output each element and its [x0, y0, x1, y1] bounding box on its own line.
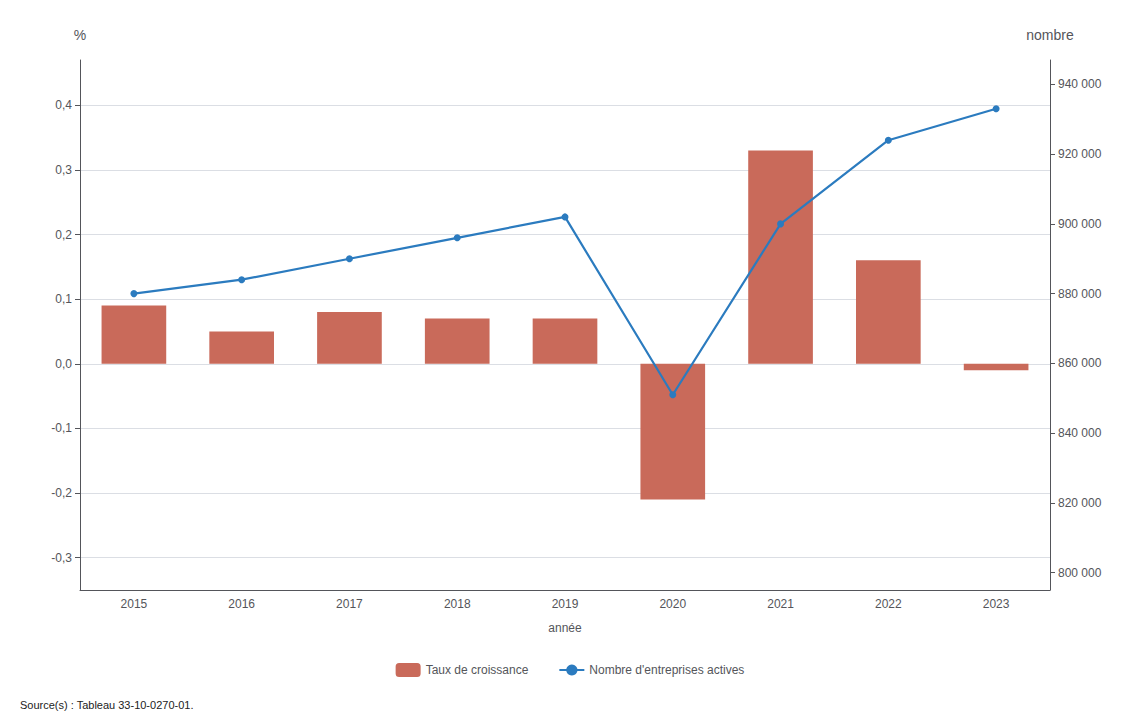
svg-text:2018: 2018	[444, 597, 471, 611]
svg-text:2017: 2017	[336, 597, 363, 611]
svg-text:année: année	[548, 621, 582, 635]
svg-text:2022: 2022	[875, 597, 902, 611]
svg-text:0,3: 0,3	[55, 163, 72, 177]
svg-text:820 000: 820 000	[1058, 496, 1102, 510]
svg-text:-0,1: -0,1	[51, 421, 72, 435]
svg-text:0,2: 0,2	[55, 228, 72, 242]
svg-text:0,1: 0,1	[55, 292, 72, 306]
svg-text:Taux de croissance: Taux de croissance	[426, 663, 529, 677]
svg-text:940 000: 940 000	[1058, 77, 1102, 91]
svg-text:2016: 2016	[228, 597, 255, 611]
svg-text:880 000: 880 000	[1058, 287, 1102, 301]
svg-text:0,0: 0,0	[55, 357, 72, 371]
svg-text:-0,3: -0,3	[51, 551, 72, 565]
svg-text:860 000: 860 000	[1058, 356, 1102, 370]
svg-text:%: %	[74, 27, 86, 43]
svg-text:Source(s) : Tableau 33-10-0270: Source(s) : Tableau 33-10-0270-01.	[20, 699, 193, 711]
svg-text:800 000: 800 000	[1058, 566, 1102, 580]
svg-text:2020: 2020	[659, 597, 686, 611]
svg-text:2023: 2023	[983, 597, 1010, 611]
svg-text:2019: 2019	[552, 597, 579, 611]
svg-text:nombre: nombre	[1026, 27, 1074, 43]
svg-text:840 000: 840 000	[1058, 426, 1102, 440]
svg-text:Nombre d'entreprises actives: Nombre d'entreprises actives	[589, 663, 744, 677]
svg-text:2015: 2015	[121, 597, 148, 611]
svg-text:920 000: 920 000	[1058, 147, 1102, 161]
svg-text:900 000: 900 000	[1058, 217, 1102, 231]
svg-text:2021: 2021	[767, 597, 794, 611]
svg-text:0,4: 0,4	[55, 98, 72, 112]
svg-text:-0,2: -0,2	[51, 486, 72, 500]
